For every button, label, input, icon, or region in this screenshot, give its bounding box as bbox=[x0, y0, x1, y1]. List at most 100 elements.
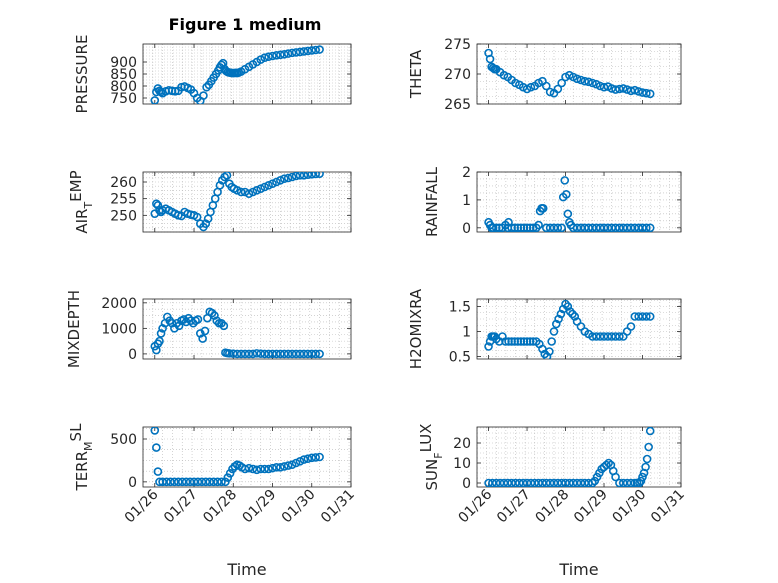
data-point bbox=[264, 181, 273, 190]
y-tick-label: 1 bbox=[462, 193, 471, 209]
y-axis-label-subscript: F bbox=[432, 452, 445, 458]
data-point bbox=[170, 477, 179, 487]
y-tick-label: 2 bbox=[462, 165, 471, 181]
y-axis-label-rest: EMP bbox=[67, 170, 85, 201]
data-point bbox=[513, 337, 523, 346]
y-axis-label-main: TERR bbox=[73, 451, 91, 492]
data-point bbox=[484, 342, 493, 351]
markers-rainfall bbox=[484, 176, 655, 232]
data-point bbox=[507, 337, 516, 346]
data-point bbox=[561, 299, 570, 309]
data-point bbox=[252, 465, 262, 475]
subplot-mixdepth: 0 1000 2000 MIXDEPTH bbox=[65, 290, 352, 368]
data-point bbox=[287, 172, 297, 182]
axes-box-mixdepth bbox=[142, 298, 352, 360]
data-point bbox=[315, 45, 324, 54]
x-tick-label: 01/27 bbox=[161, 487, 201, 527]
data-point bbox=[572, 74, 582, 84]
x-tick-label: 01/31 bbox=[318, 487, 358, 527]
data-point bbox=[291, 48, 301, 57]
data-point bbox=[170, 86, 180, 96]
y-axis-label-theta: THETA bbox=[407, 49, 425, 99]
data-point bbox=[303, 454, 313, 464]
y-tick-label: 255 bbox=[110, 192, 137, 208]
data-point bbox=[256, 464, 266, 474]
data-point bbox=[279, 462, 289, 471]
data-point bbox=[303, 349, 313, 359]
data-point bbox=[181, 477, 191, 487]
data-point bbox=[174, 477, 183, 487]
data-point bbox=[501, 337, 510, 346]
data-point bbox=[287, 349, 297, 359]
data-point bbox=[252, 349, 262, 358]
data-point bbox=[198, 334, 207, 343]
data-point bbox=[252, 186, 262, 195]
data-point bbox=[192, 212, 202, 222]
grid-air_temp bbox=[142, 172, 351, 233]
data-point bbox=[264, 464, 273, 474]
data-point bbox=[248, 187, 258, 197]
data-point bbox=[644, 442, 653, 452]
markers-terr_msl bbox=[150, 427, 324, 487]
data-point bbox=[645, 427, 655, 436]
data-point bbox=[510, 337, 520, 346]
y-tick-label: 270 bbox=[444, 67, 471, 83]
data-point bbox=[563, 302, 573, 311]
axes-box-sun_flux bbox=[476, 426, 682, 488]
data-point bbox=[225, 468, 235, 478]
data-point bbox=[272, 177, 281, 187]
data-point bbox=[215, 181, 225, 190]
axes-box-rainfall bbox=[476, 171, 682, 233]
data-point bbox=[283, 49, 293, 58]
y-axis-label-rest: LUX bbox=[417, 424, 435, 453]
y-tick-label: 0 bbox=[128, 475, 137, 491]
data-point bbox=[240, 464, 250, 474]
data-point bbox=[200, 326, 210, 336]
data-point bbox=[232, 186, 242, 195]
y-axis-label-sun_flux: SUNFLUX bbox=[417, 424, 445, 491]
data-point bbox=[153, 201, 163, 210]
data-point bbox=[244, 349, 254, 359]
data-point bbox=[315, 349, 324, 359]
data-point bbox=[485, 54, 495, 64]
data-point bbox=[193, 477, 203, 487]
data-point bbox=[228, 349, 238, 358]
data-point bbox=[545, 347, 554, 356]
data-point bbox=[642, 88, 651, 98]
data-point bbox=[213, 477, 222, 487]
data-point bbox=[150, 427, 160, 435]
data-point bbox=[201, 477, 211, 487]
data-point bbox=[248, 349, 258, 359]
y-axis-label-h2omixra: H2OMIXRA bbox=[407, 288, 425, 369]
data-point bbox=[221, 477, 230, 487]
data-point bbox=[276, 176, 285, 185]
data-point bbox=[153, 467, 163, 476]
data-point bbox=[236, 349, 246, 359]
data-point bbox=[545, 87, 555, 97]
data-point bbox=[491, 223, 501, 232]
data-point bbox=[264, 52, 273, 62]
data-point bbox=[244, 189, 254, 198]
y-axis-label-air_temp: AIRTEMP bbox=[67, 170, 95, 233]
data-point bbox=[642, 223, 651, 232]
x-tick-label: 01/30 bbox=[279, 487, 319, 527]
data-point bbox=[526, 82, 536, 92]
data-point bbox=[315, 452, 324, 462]
data-point bbox=[553, 84, 563, 94]
data-point bbox=[205, 477, 215, 487]
data-point bbox=[279, 174, 289, 183]
data-point bbox=[538, 203, 548, 213]
data-point bbox=[549, 327, 559, 336]
data-point bbox=[248, 464, 258, 474]
y-axis-label-main: PRESSURE bbox=[73, 35, 91, 114]
data-point bbox=[516, 223, 526, 232]
y-axis-label-main: MIXDEPTH bbox=[65, 290, 83, 368]
subplot-rainfall: 0 1 2 RAINFALL bbox=[423, 165, 682, 237]
grid-sun_flux bbox=[476, 427, 681, 487]
data-point bbox=[525, 337, 535, 346]
data-point bbox=[570, 312, 580, 321]
data-point bbox=[295, 349, 305, 359]
data-point bbox=[291, 458, 301, 468]
subplot-theta: 265 270 275 THETA bbox=[407, 37, 682, 113]
